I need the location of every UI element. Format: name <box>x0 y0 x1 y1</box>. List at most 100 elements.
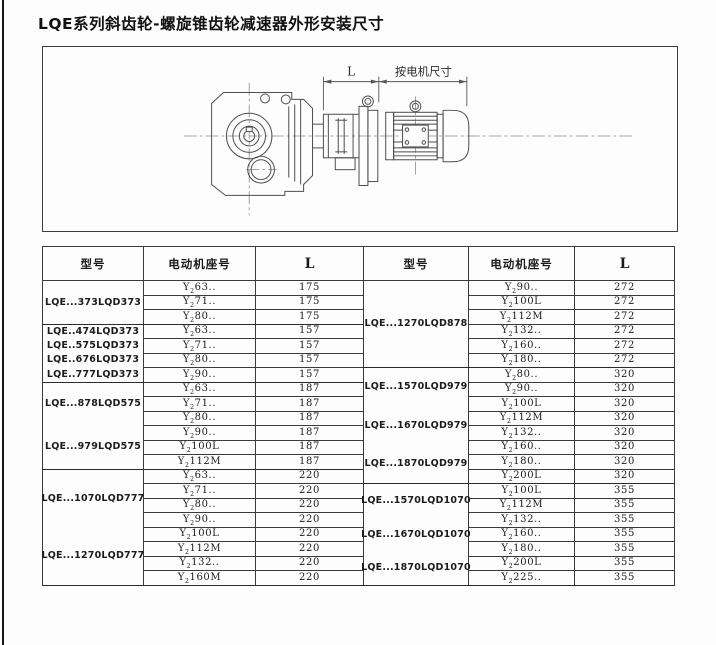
motor-frame-cell: Y280.. <box>143 352 256 368</box>
l-value-cell: 320 <box>574 454 675 470</box>
model-label: LQE..474LQD373 <box>46 325 140 337</box>
table-row: Y290.. 157 LQE...1570LQD979 LQE...1670LQD97… <box>43 367 675 484</box>
motor-frame-cell: Y280.. <box>468 367 575 383</box>
motor-frame-cell: Y271.. <box>143 338 256 354</box>
l-value-cell: 157 <box>255 367 364 383</box>
column-header-motor-frame: 电动机座号 <box>143 246 256 281</box>
l-value-cell: 272 <box>574 338 675 354</box>
l-value-cell: 187 <box>255 425 364 441</box>
reducer-technical-drawing: L 按电机尺寸 <box>183 65 636 216</box>
table-row: LQE..474LQD373 LQE..575LQD373 LQE..676LQD3… <box>42 323 675 383</box>
motor-frame-cell: Y2132.. <box>143 555 256 571</box>
motor-frame-cell: Y290.. <box>468 381 575 397</box>
l-value-cell: 320 <box>574 381 675 397</box>
l-value-cell: 157 <box>255 323 364 339</box>
model-label: LQE...979LQD575 <box>44 441 142 453</box>
table-row: Y280.. 187 Y2112M 320 <box>43 410 675 426</box>
motor-frame-cell: Y2112M <box>468 497 575 513</box>
motor-frame-cell: Y290.. <box>143 512 256 528</box>
l-value-cell: 355 <box>574 497 675 513</box>
l-value-cell: 355 <box>574 541 675 557</box>
table-row: Y2160M 220 Y2225.. 355 <box>43 570 675 586</box>
model-cell: LQE..474LQD373 LQE..575LQD373 LQE..676LQD3… <box>42 323 144 383</box>
l-value-cell: 187 <box>255 410 364 426</box>
l-value-cell: 320 <box>574 396 675 412</box>
model-label: LQE..676LQD373 <box>46 354 140 366</box>
motor-frame-cell: Y2180.. <box>468 352 575 368</box>
dim-label-l: L <box>347 65 355 79</box>
model-cell: LQE...1270LQD878 <box>363 280 469 368</box>
model-label: LQE...878LQD575 <box>44 398 142 410</box>
motor-frame-cell: Y280.. <box>143 410 256 426</box>
l-value-cell: 320 <box>574 367 675 383</box>
l-value-cell: 355 <box>574 483 675 499</box>
motor-frame-cell: Y263.. <box>143 323 256 339</box>
dim-label-motor-size: 按电机尺寸 <box>395 65 452 79</box>
dimension-table: 型号 电动机座号 L 型号 电动机座号 L LQE...373LQD373 Y263.. 17… <box>42 246 675 586</box>
table-row: Y280.. 220 Y2112M 355 <box>43 497 675 513</box>
model-label: LQE...1870LQD979 <box>364 458 468 470</box>
motor-frame-cell: Y280.. <box>143 497 256 513</box>
model-label: LQE...373LQD373 <box>44 296 142 308</box>
motor-frame-cell: Y271.. <box>143 294 256 310</box>
l-value-cell: 187 <box>255 439 364 455</box>
motor-frame-cell: Y2200L <box>468 555 575 571</box>
motor-frame-cell: Y2112M <box>143 454 256 470</box>
motor-frame-cell: Y2225.. <box>468 570 575 586</box>
table-row: Y2112M 187 Y2180.. 320 <box>43 454 675 470</box>
l-value-cell: 272 <box>574 309 675 325</box>
l-value-cell: 220 <box>255 555 364 571</box>
table-row: Y271.. 157 Y2160.. 272 <box>43 338 675 354</box>
l-value-cell: 220 <box>255 468 364 484</box>
l-value-cell: 320 <box>574 410 675 426</box>
model-label: LQE..575LQD373 <box>46 340 140 352</box>
l-value-cell: 355 <box>574 512 675 528</box>
page-left-border <box>2 0 4 645</box>
model-cell: LQE...1070LQD777 LQE...1270LQD777 <box>41 468 145 586</box>
table-row: Y280.. 157 Y2180.. 272 <box>43 352 675 368</box>
l-value-cell: 220 <box>255 497 364 513</box>
gearbox-housing <box>211 92 314 196</box>
motor-frame-cell: Y263.. <box>143 468 256 484</box>
table-row: LQE...373LQD373 Y263.. 175 LQE...1270LQD878… <box>42 280 675 368</box>
motor-frame-cell: Y2112M <box>468 410 575 426</box>
model-cell: LQE...1570LQD1070 LQE...1670LQD1070 LQE...… <box>361 483 471 586</box>
model-label: LQE...1570LQD979 <box>364 381 468 393</box>
page-title: LQE系列斜齿轮-螺旋锥齿轮减速器外形安装尺寸 <box>38 15 385 33</box>
column-header-l: L <box>574 246 675 281</box>
l-value-cell: 272 <box>574 323 675 339</box>
motor-frame-cell: Y290.. <box>468 280 575 296</box>
table-row: LQE...878LQD575 LQE...979LQD575 Y263.. 187 Y… <box>42 381 675 470</box>
l-value-cell: 220 <box>255 541 364 557</box>
motor-frame-cell: Y2100L <box>468 483 575 499</box>
table-row: Y2100L 220 Y2160.. 355 <box>43 526 675 542</box>
model-label: LQE...1670LQD979 <box>364 419 468 431</box>
motor-frame-cell: Y2100L <box>468 396 575 412</box>
motor-frame-cell: Y2160.. <box>468 338 575 354</box>
drawing-panel: L 按电机尺寸 <box>42 46 678 232</box>
l-value-cell: 355 <box>574 570 675 586</box>
model-cell: LQE...373LQD373 <box>42 280 144 325</box>
model-label: LQE...1670LQD1070 <box>361 528 471 540</box>
l-value-cell: 187 <box>255 381 364 397</box>
table-row: LQE...1070LQD777 LQE...1270LQD777 Y263.. 22… <box>42 468 675 586</box>
motor-frame-cell: Y2160.. <box>468 526 575 542</box>
table-row: Y271.. 220 LQE...1570LQD1070 LQE...1670LQD1… <box>43 483 675 586</box>
motor-frame-cell: Y2160.. <box>468 439 575 455</box>
motor-frame-cell: Y263.. <box>143 280 256 296</box>
motor-frame-cell: Y2160M <box>143 570 256 586</box>
fan-cover <box>442 109 470 163</box>
table-body: LQE...373LQD373 Y263.. 175 LQE...1270LQD878… <box>42 280 675 586</box>
model-label: LQE...1870LQD1070 <box>361 562 471 573</box>
l-value-cell: 175 <box>255 294 364 310</box>
l-value-cell: 272 <box>574 280 675 296</box>
model-label: LQE...1270LQD777 <box>41 550 145 561</box>
model-label: LQE...1270LQD878 <box>364 318 468 330</box>
motor-frame-cell: Y271.. <box>143 396 256 412</box>
motor-frame-cell: Y2100L <box>143 439 256 455</box>
motor-frame-cell: Y2112M <box>143 541 256 557</box>
motor-frame-cell: Y2200L <box>468 468 575 484</box>
column-header-l: L <box>255 246 364 281</box>
l-value-cell: 355 <box>574 555 675 571</box>
motor-frame-cell: Y2100L <box>143 526 256 542</box>
